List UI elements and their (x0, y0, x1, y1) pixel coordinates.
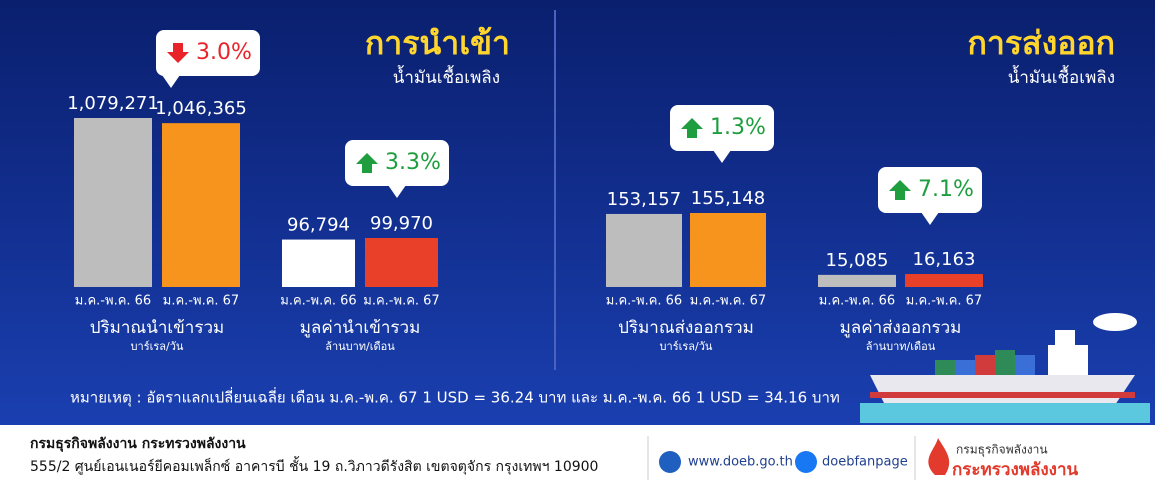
value-label: 1,079,271 (67, 93, 159, 114)
category-label: ม.ค.-พ.ค. 67 (163, 294, 239, 309)
change-bubble (156, 30, 260, 76)
bubble-tail (713, 150, 731, 163)
category-label: ม.ค.-พ.ค. 67 (363, 294, 439, 309)
change-label: 7.1% (918, 177, 974, 202)
change-bubble (878, 167, 982, 213)
chart-subtitle: ล้านบาท/เดือน (325, 340, 395, 353)
category-label: ม.ค.-พ.ค. 66 (819, 294, 895, 309)
value-label: 1,046,365 (155, 98, 247, 119)
bar (162, 123, 240, 288)
section-subtitle: น้ำมันเชื้อเพลิง (1008, 65, 1115, 88)
footer-address: 555/2 ศูนย์เอนเนอร์ยีคอมเพล็กซ์ อาคารบี … (30, 456, 598, 475)
footer-org: กรมธุรกิจพลังงาน กระทรวงพลังงาน (30, 436, 246, 452)
section-title: การส่งออก (968, 24, 1116, 62)
value-label: 96,794 (287, 215, 350, 236)
logo-flame (928, 438, 950, 475)
bubble-tail (921, 212, 939, 225)
section-title: การนำเข้า (365, 24, 510, 62)
bar (690, 213, 766, 287)
bar (818, 274, 896, 287)
facebook[interactable]: doebfanpage (822, 455, 908, 470)
note: หมายเหตุ : อัตราแลกเปลี่ยนเฉลี่ย เดือน ม… (70, 387, 840, 408)
category-label: ม.ค.-พ.ค. 66 (606, 294, 682, 309)
category-label: ม.ค.-พ.ค. 67 (906, 294, 982, 309)
bar (74, 118, 152, 287)
change-arrow (889, 180, 911, 200)
bar (905, 274, 983, 287)
section-subtitle: น้ำมันเชื้อเพลิง (393, 65, 500, 88)
bubble-tail (388, 185, 406, 198)
category-label: ม.ค.-พ.ค. 67 (690, 294, 766, 309)
web-icon (659, 451, 681, 473)
bar (606, 213, 682, 287)
category-label: ม.ค.-พ.ค. 66 (280, 294, 356, 309)
change-arrow (167, 43, 189, 63)
footer-bg (0, 425, 1155, 489)
chart-title: มูลค่าส่งออกรวม (840, 318, 962, 338)
change-bubble (670, 105, 774, 151)
bar (365, 238, 438, 287)
facebook-icon (795, 451, 817, 473)
value-label: 16,163 (913, 249, 976, 270)
value-label: 99,970 (370, 213, 433, 234)
change-label: 3.0% (196, 40, 252, 65)
value-label: 153,157 (607, 189, 681, 210)
bubble-tail (162, 75, 180, 88)
chart-subtitle: บาร์เรล/วัน (131, 340, 184, 353)
ship (860, 313, 1150, 423)
chart-title: มูลค่านำเข้ารวม (300, 318, 421, 338)
logo-line1: กรมธุรกิจพลังงาน (956, 443, 1048, 458)
chart-subtitle: บาร์เรล/วัน (660, 340, 713, 353)
change-label: 3.3% (385, 150, 441, 175)
chart-title: ปริมาณนำเข้ารวม (90, 318, 224, 338)
chart-title: ปริมาณส่งออกรวม (618, 318, 754, 338)
chart-subtitle: ล้านบาท/เดือน (866, 340, 936, 353)
website[interactable]: www.doeb.go.th (688, 455, 793, 470)
category-label: ม.ค.-พ.ค. 66 (75, 294, 151, 309)
logo-line2: กระทรวงพลังงาน (952, 460, 1079, 480)
value-label: 155,148 (691, 188, 765, 209)
change-bubble (345, 140, 449, 186)
change-label: 1.3% (710, 115, 766, 140)
change-arrow (356, 153, 378, 173)
bar (282, 239, 355, 287)
value-label: 15,085 (826, 250, 889, 271)
change-arrow (681, 118, 703, 138)
